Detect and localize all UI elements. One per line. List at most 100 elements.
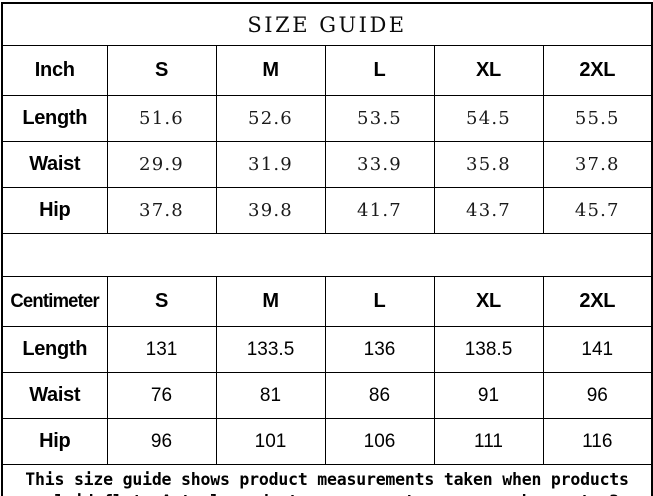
cell-value: 39.8 [248, 200, 293, 221]
inch-waist-s: 29.9 [106, 141, 217, 188]
row-label-text: Hip [39, 430, 71, 452]
size-label-2xl: 2XL [579, 290, 616, 312]
cm-hip-xl: 111 [433, 418, 544, 465]
title-row: SIZE GUIDE [1, 2, 653, 46]
inch-length-m: 52.6 [215, 95, 326, 142]
size-label-l: L [373, 59, 386, 81]
cell-value: 111 [474, 430, 503, 452]
cell-value: 131 [145, 338, 178, 360]
inch-waist-m: 31.9 [215, 141, 326, 188]
inch-row-label-waist: Waist [1, 141, 108, 188]
cell-value: 55.5 [574, 108, 620, 129]
cm-size-header-m: M [215, 276, 326, 327]
inch-size-header-m: M [215, 45, 326, 96]
cell-value: 106 [363, 430, 396, 452]
inch-length-l: 53.5 [324, 95, 435, 142]
inch-unit-header: Inch [1, 45, 108, 96]
cm-unit-header: Centimeter [1, 276, 108, 327]
inch-waist-xl: 35.8 [433, 141, 544, 188]
cell-value: 45.7 [574, 200, 620, 221]
table-row: Waist 76 81 86 91 96 [1, 372, 653, 419]
cell-value: 81 [259, 384, 282, 406]
cell-value: 37.8 [139, 200, 184, 221]
inch-waist-2xl: 37.8 [542, 141, 653, 188]
size-label-m: M [262, 290, 279, 312]
note-row: This size guide shows product measuremen… [1, 464, 653, 496]
cm-size-header-l: L [324, 276, 435, 327]
size-guide-note: This size guide shows product measuremen… [3, 465, 651, 496]
size-label-m: M [262, 59, 279, 81]
cm-header-row: Centimeter S M L XL 2XL [1, 276, 653, 327]
cm-length-s: 131 [106, 326, 217, 373]
cm-length-2xl: 141 [542, 326, 653, 373]
cm-row-label-length: Length [1, 326, 108, 373]
cell-value: 76 [150, 384, 173, 406]
cell-value: 51.6 [139, 108, 184, 129]
cell-value: 116 [582, 430, 613, 452]
cm-unit-label: Centimeter [10, 290, 100, 312]
inch-unit-label: Inch [34, 59, 75, 81]
row-label-text: Hip [39, 199, 71, 221]
size-label-xl: XL [476, 290, 501, 312]
inch-size-header-2xl: 2XL [542, 45, 653, 96]
inch-size-header-s: S [106, 45, 217, 96]
cm-row-label-waist: Waist [1, 372, 108, 419]
table-spacer-cell [1, 233, 653, 277]
cm-length-l: 136 [324, 326, 435, 373]
cm-size-header-2xl: 2XL [542, 276, 653, 327]
cell-value: 141 [581, 338, 614, 360]
cm-row-label-hip: Hip [1, 418, 108, 465]
cell-value: 86 [368, 384, 391, 406]
cell-value: 138.5 [464, 338, 513, 360]
size-label-2xl: 2XL [579, 59, 616, 81]
cell-value: 52.6 [248, 108, 293, 129]
cell-value: 53.5 [357, 108, 402, 129]
inch-waist-l: 33.9 [324, 141, 435, 188]
cm-waist-m: 81 [215, 372, 326, 419]
cell-value: 35.8 [466, 154, 511, 175]
inch-size-header-l: L [324, 45, 435, 96]
size-label-l: L [373, 290, 386, 312]
cell-value: 31.9 [248, 154, 293, 175]
row-label-text: Waist [29, 384, 81, 406]
cm-waist-l: 86 [324, 372, 435, 419]
page-title: SIZE GUIDE [247, 12, 407, 37]
inch-hip-xl: 43.7 [433, 187, 544, 234]
note-cell: This size guide shows product measuremen… [1, 464, 653, 496]
table-spacer-row [1, 233, 653, 277]
cell-value: 91 [477, 384, 500, 406]
cm-waist-xl: 91 [433, 372, 544, 419]
cell-value: 43.7 [466, 200, 511, 221]
cell-value: 54.5 [466, 108, 511, 129]
inch-row-label-length: Length [1, 95, 108, 142]
size-label-xl: XL [476, 59, 501, 81]
cell-value: 96 [586, 384, 608, 406]
cell-value: 33.9 [357, 154, 402, 175]
cm-length-xl: 138.5 [433, 326, 544, 373]
title-cell: SIZE GUIDE [1, 2, 653, 46]
row-label-text: Waist [29, 153, 81, 175]
size-label-s: S [154, 290, 169, 312]
cell-value: 37.8 [574, 154, 620, 175]
inch-hip-m: 39.8 [215, 187, 326, 234]
size-label-s: S [154, 59, 169, 81]
row-label-text: Length [22, 338, 88, 360]
cell-value: 41.7 [357, 200, 402, 221]
table-row: Length 51.6 52.6 53.5 54.5 55.5 [1, 95, 653, 142]
inch-length-s: 51.6 [106, 95, 217, 142]
cm-size-header-s: S [106, 276, 217, 327]
cm-waist-s: 76 [106, 372, 217, 419]
cm-waist-2xl: 96 [542, 372, 653, 419]
inch-header-row: Inch S M L XL 2XL [1, 45, 653, 96]
inch-row-label-hip: Hip [1, 187, 108, 234]
cell-value: 133.5 [246, 338, 295, 360]
note-line-1: This size guide shows product measuremen… [25, 470, 629, 489]
cm-hip-l: 106 [324, 418, 435, 465]
table-row: Hip 37.8 39.8 41.7 43.7 45.7 [1, 187, 653, 234]
inch-hip-s: 37.8 [106, 187, 217, 234]
cm-hip-m: 101 [215, 418, 326, 465]
table-row: Hip 96 101 106 111 116 [1, 418, 653, 465]
cell-value: 101 [254, 430, 287, 452]
